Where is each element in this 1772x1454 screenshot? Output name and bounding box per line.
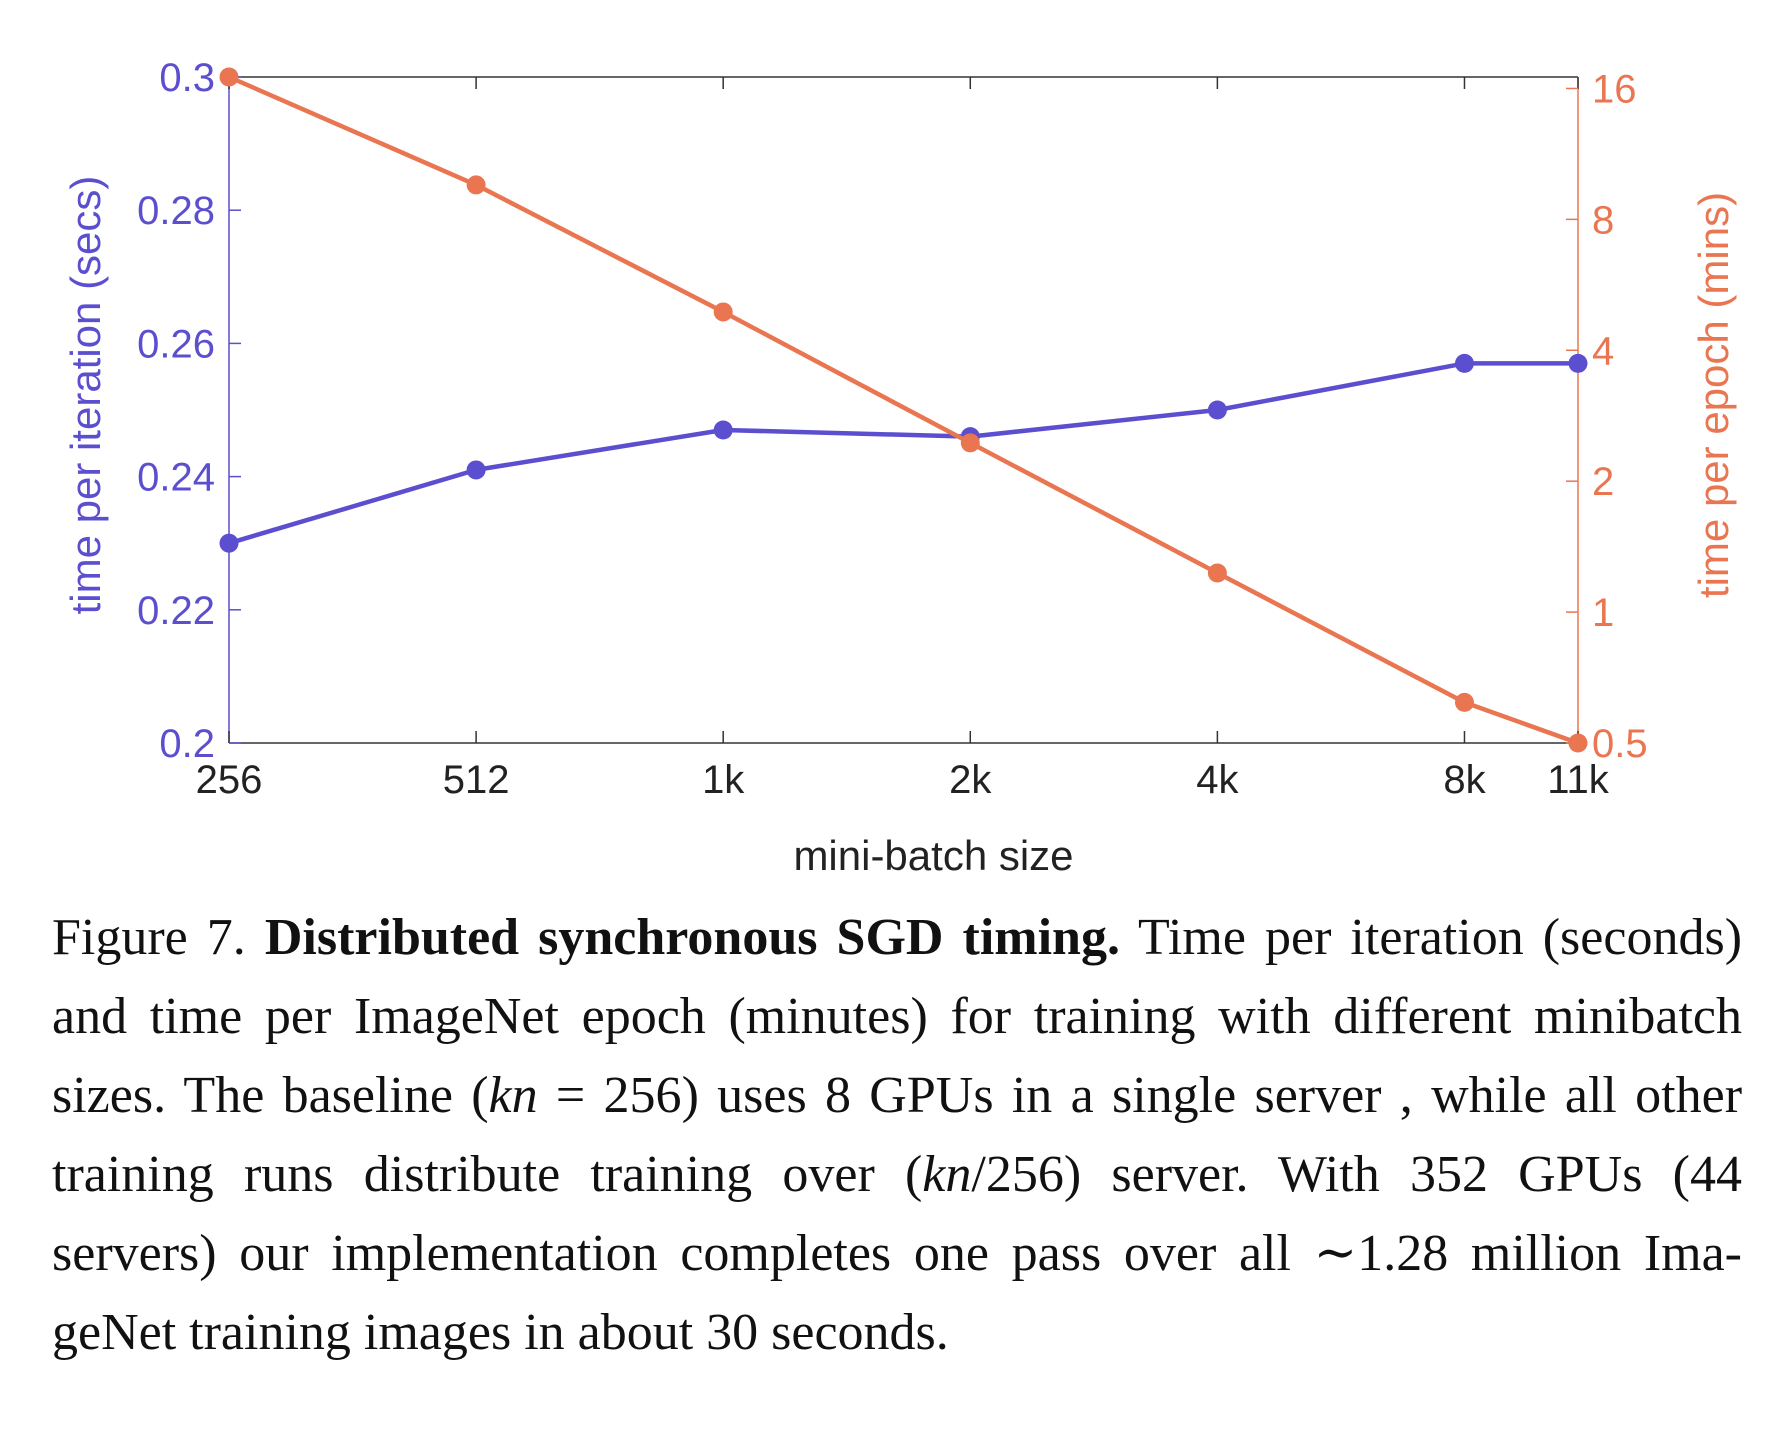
left-tick-label: 0.3 xyxy=(159,56,215,100)
caption-math-2: kn/256 xyxy=(922,1146,1064,1203)
x-tick-label: 11k xyxy=(1547,758,1610,802)
series-layer xyxy=(219,67,1588,753)
caption-text-2: ) uses 8 GPUs in a single server , while… xyxy=(52,1067,1743,1203)
dual-axis-line-chart: 256 512 1k 2k 4k 8k 11k 0.2 0.22 0.24 0.26 0.28 0.3… xyxy=(62,56,1737,879)
caption-math-1-rest: = 256 xyxy=(537,1067,682,1124)
right-tick-label: 16 xyxy=(1592,67,1637,111)
x-axis-ticks: 256 512 1k 2k 4k 8k 11k xyxy=(196,77,1610,802)
right-tick-label: 0.5 xyxy=(1592,722,1648,766)
left-y-axis-label: time per iteration (secs) xyxy=(62,176,109,615)
left-tick-label: 0.2 xyxy=(159,722,215,766)
figure-caption: Figure 7. Distributed synchronous SGD ti… xyxy=(52,898,1742,1372)
left-tick-label: 0.22 xyxy=(137,589,215,633)
right-tick-label: 8 xyxy=(1592,198,1614,242)
x-axis-label: mini-batch size xyxy=(793,832,1073,879)
caption-math-1-var: kn xyxy=(488,1067,538,1124)
caption-title: Distributed synchronous SGD timing. xyxy=(264,909,1120,966)
plot-frame xyxy=(228,76,1579,744)
right-axis-ticks: 0.5 1 2 4 8 16 xyxy=(1566,67,1648,766)
series-right-point xyxy=(713,302,733,322)
left-axis-ticks: 0.2 0.22 0.24 0.26 0.28 0.3 xyxy=(137,56,241,766)
series-left-line xyxy=(228,361,1578,546)
series-right-axis xyxy=(219,67,1588,753)
series-right-point xyxy=(960,433,980,453)
x-tick-label: 512 xyxy=(443,758,510,802)
caption-text-3: ) server. With 352 GPUs (44 servers) our… xyxy=(52,1146,1742,1361)
series-left-point xyxy=(1568,353,1588,373)
caption-math-1: kn = 256 xyxy=(489,1067,682,1124)
x-tick-label: 256 xyxy=(196,758,263,802)
x-tick-label: 4k xyxy=(1196,758,1239,802)
series-right-line xyxy=(228,74,1579,746)
right-y-axis-label: time per epoch (mins) xyxy=(1690,192,1737,598)
left-tick-label: 0.24 xyxy=(137,456,215,500)
left-tick-label: 0.28 xyxy=(137,189,215,233)
right-tick-label: 2 xyxy=(1592,460,1614,504)
x-tick-label: 8k xyxy=(1443,758,1486,802)
series-left-point xyxy=(219,533,239,553)
caption-math-2-rest: /256 xyxy=(971,1146,1064,1203)
figure-label: Figure 7. xyxy=(52,909,246,966)
right-tick-label: 4 xyxy=(1592,329,1614,373)
series-left-point xyxy=(466,460,486,480)
x-tick-label: 1k xyxy=(702,758,745,802)
series-right-point xyxy=(1454,692,1474,712)
series-right-point xyxy=(466,175,486,195)
series-left-point xyxy=(713,420,733,440)
right-tick-label: 1 xyxy=(1592,591,1614,635)
series-right-point xyxy=(1207,563,1227,583)
x-tick-label: 2k xyxy=(949,758,992,802)
series-left-axis xyxy=(219,353,1588,553)
caption-text-1: Time per itera­tion (seconds) and time p… xyxy=(52,909,1743,1124)
series-left-point xyxy=(1207,400,1227,420)
caption-math-2-var: kn xyxy=(922,1146,972,1203)
series-right-point xyxy=(1568,733,1588,753)
series-right-point xyxy=(219,67,239,87)
left-tick-label: 0.26 xyxy=(137,322,215,366)
series-left-point xyxy=(1454,353,1474,373)
